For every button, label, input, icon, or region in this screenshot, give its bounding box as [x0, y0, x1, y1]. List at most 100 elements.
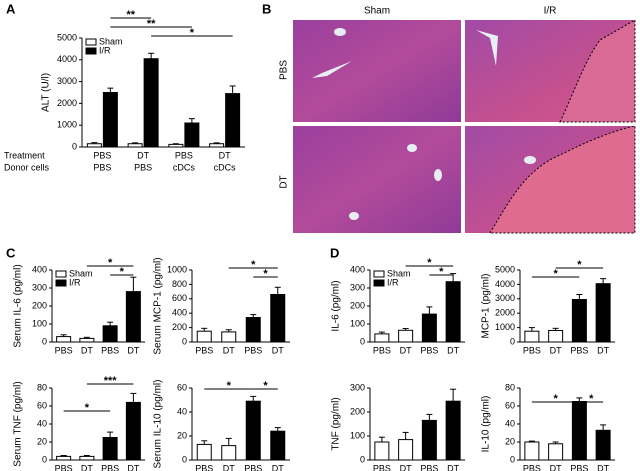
x-tick-label: DT [550, 463, 562, 471]
x-tick-label: DT [81, 463, 93, 471]
y-tick-label: 80 [505, 382, 515, 392]
y-tick-label: 400 [350, 264, 365, 274]
significance-label: *** [104, 375, 118, 387]
bar [196, 330, 212, 343]
histology-image [293, 126, 461, 233]
bar [221, 445, 237, 461]
legend-label: I/R [387, 277, 399, 287]
legend-swatch [373, 270, 385, 278]
y-tick-label: 0 [510, 454, 515, 464]
y-tick-label: 5000 [495, 264, 515, 274]
x-tick-label: DT [597, 345, 609, 355]
x-tick-label: PBS [55, 463, 73, 471]
y-tick-label: 20 [177, 430, 187, 440]
column-label: I/R [544, 6, 557, 17]
y-tick-label: 2000 [57, 98, 77, 108]
bar [595, 429, 611, 461]
x-tick-label: DT [219, 150, 231, 160]
y-tick-label: 200 [350, 406, 365, 416]
x-tick-label: DT [127, 463, 139, 471]
bar [221, 331, 237, 343]
panel-label: B [262, 1, 271, 16]
y-tick-label: 400 [32, 264, 47, 274]
bar [245, 317, 261, 343]
x-tick-label: cDCs [214, 162, 236, 172]
significance-label: * [553, 268, 558, 280]
x-tick-label: cDCs [173, 162, 195, 172]
x-tick-label: PBS [175, 150, 193, 160]
x-tick-label: DT [400, 345, 412, 355]
y-tick-label: 3000 [495, 293, 515, 303]
y-axis-label: MCP-1 (pg/ml) [481, 273, 492, 338]
legend-swatch [373, 279, 385, 287]
y-tick-label: 60 [37, 400, 47, 410]
bar [79, 455, 95, 461]
bar [445, 400, 461, 461]
bar [56, 336, 72, 343]
bar [86, 143, 102, 148]
significance-label: * [263, 268, 268, 280]
y-tick-label: 2000 [495, 308, 515, 318]
panel-label: A [6, 1, 16, 16]
significance-label: ** [126, 9, 135, 21]
bar [102, 325, 118, 343]
y-tick-label: 100 [32, 318, 47, 328]
histology-image [293, 20, 461, 122]
y-tick-label: 600 [172, 293, 187, 303]
y-tick-label: 5000 [57, 32, 77, 42]
significance-label: * [227, 380, 232, 392]
legend-label: I/R [69, 277, 81, 287]
x-tick-label: DT [550, 345, 562, 355]
y-tick-label: 80 [37, 382, 47, 392]
y-tick-label: 40 [505, 418, 515, 428]
x-tick-label: DT [223, 463, 235, 471]
y-tick-label: 300 [350, 282, 365, 292]
y-axis-label: Serum IL-10 (pg/ml) [153, 380, 164, 469]
y-tick-label: 40 [37, 418, 47, 428]
y-tick-label: 3000 [57, 76, 77, 86]
y-tick-label: 20 [37, 436, 47, 446]
significance-label: * [439, 266, 444, 278]
bar [102, 437, 118, 461]
bar [168, 143, 184, 148]
y-tick-label: 300 [32, 282, 47, 292]
bar [548, 443, 564, 461]
x-tick-label: DT [223, 345, 235, 355]
y-tick-label: 1000 [57, 120, 77, 130]
y-tick-label: 100 [350, 318, 365, 328]
y-axis-label: Serum TNF (pg/ml) [13, 381, 24, 466]
bar [143, 58, 159, 148]
panel-label: C [6, 245, 16, 260]
bar [398, 329, 414, 343]
bar [548, 329, 564, 343]
x-tick-label: PBS [244, 463, 262, 471]
y-tick-label: 300 [350, 382, 365, 392]
x-tick-label: PBS [373, 463, 391, 471]
x-tick-label: DT [447, 463, 459, 471]
y-axis-label: Serum MCP-1 (pg/ml) [153, 257, 164, 354]
x-tick-label: PBS [523, 463, 541, 471]
significance-label: * [553, 393, 558, 405]
y-tick-label: 0 [42, 454, 47, 464]
bar [125, 291, 141, 343]
bar [127, 143, 143, 148]
y-tick-label: 400 [172, 308, 187, 318]
column-label: Sham [364, 6, 390, 17]
y-axis-label: IL-6 (pg/ml) [331, 280, 342, 331]
x-tick-label: PBS [373, 345, 391, 355]
significance-label: * [577, 259, 582, 271]
x-tick-label: PBS [93, 162, 111, 172]
x-tick-label: PBS [570, 463, 588, 471]
legend-label: I/R [99, 45, 111, 55]
y-tick-label: 60 [505, 400, 515, 410]
bar [398, 439, 414, 461]
x-tick-label: PBS [195, 345, 213, 355]
bar [524, 441, 540, 461]
bar [125, 401, 141, 461]
y-tick-label: 1000 [167, 264, 187, 274]
x-tick-label: DT [400, 463, 412, 471]
y-tick-label: 200 [172, 322, 187, 332]
x-tick-label: DT [597, 463, 609, 471]
y-tick-label: 0 [360, 336, 365, 346]
